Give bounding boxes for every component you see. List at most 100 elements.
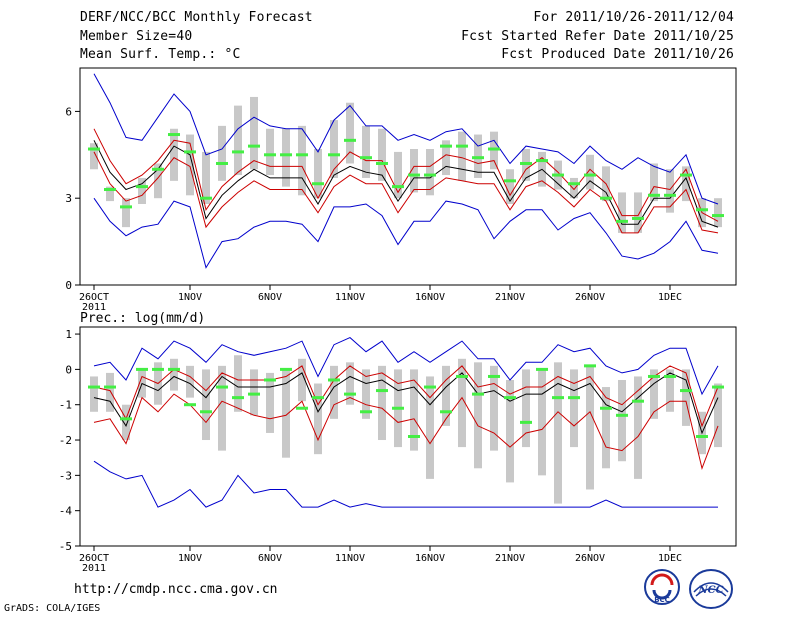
temp-ensemble-box xyxy=(202,151,210,204)
temp-observed-marker xyxy=(664,193,676,197)
prec-ensemble-box xyxy=(250,369,258,416)
prec-xtick-label: 26OCT xyxy=(79,553,109,564)
svg-text:BCC: BCC xyxy=(654,596,670,604)
prec-line-envelope-upper xyxy=(93,337,719,396)
temp-ensemble-box xyxy=(106,186,114,202)
prec-ensemble-box xyxy=(314,383,322,455)
prec-ensemble-box xyxy=(218,365,226,451)
prec-ensemble-box xyxy=(634,376,642,479)
temp-observed-marker xyxy=(712,214,724,218)
prec-observed-marker xyxy=(328,378,340,382)
prec-observed-marker xyxy=(520,420,532,424)
temp-observed-marker xyxy=(424,173,436,177)
temp-observed-marker xyxy=(568,182,580,186)
prec-observed-marker xyxy=(376,389,388,393)
prec-observed-marker xyxy=(536,367,548,371)
prec-ytick-label: -4 xyxy=(59,505,73,518)
prec-ensemble-box xyxy=(666,369,674,412)
temp-ensemble-box xyxy=(330,120,338,178)
prec-ensemble-box xyxy=(650,369,658,419)
temp-observed-marker xyxy=(200,196,212,200)
prec-observed-marker xyxy=(552,396,564,400)
prec-line-spread-upper xyxy=(93,365,719,428)
temp-xtick-label: 21NOV xyxy=(495,292,525,303)
temp-ensemble-box xyxy=(154,163,162,199)
temp-line-spread-upper xyxy=(93,128,719,222)
temp-observed-marker xyxy=(312,182,324,186)
prec-observed-marker xyxy=(568,396,580,400)
prec-xtick-label: 26NOV xyxy=(575,553,605,564)
temp-observed-marker xyxy=(520,161,532,165)
fcst-produced-label: Fcst Produced Date 2011/10/26 xyxy=(501,47,734,62)
variable-label: Mean Surf. Temp.: °C xyxy=(80,47,241,62)
temp-observed-marker xyxy=(504,179,516,183)
member-size-label: Member Size=40 xyxy=(80,29,193,44)
prec-ensemble-box xyxy=(682,369,690,426)
temp-ytick-label: 0 xyxy=(65,279,72,292)
prec-ensemble-box xyxy=(570,369,578,448)
temp-xtick-label: 16NOV xyxy=(415,292,445,303)
source-url[interactable]: http://cmdp.ncc.cma.gov.cn xyxy=(74,582,278,597)
prec-observed-marker xyxy=(440,410,452,414)
temp-frame xyxy=(79,67,737,286)
prec-observed-marker xyxy=(264,378,276,382)
temp-ensemble-box xyxy=(186,134,194,196)
prec-ensemble-box xyxy=(442,365,450,426)
prec-ensemble-box xyxy=(298,358,306,402)
temp-observed-marker xyxy=(632,216,644,220)
prec-observed-marker xyxy=(600,406,612,410)
prec-xtick-label: 11NOV xyxy=(335,553,365,564)
temp-observed-marker xyxy=(328,153,340,157)
prec-ensemble-box xyxy=(714,383,722,448)
temp-observed-marker xyxy=(88,147,100,151)
temp-ensemble-box xyxy=(394,151,402,199)
prec-observed-marker xyxy=(648,374,660,378)
temp-ensemble-box xyxy=(378,128,386,181)
prec-ensemble-box xyxy=(378,365,386,441)
prec-ensemble-box xyxy=(170,358,178,391)
temp-observed-marker xyxy=(136,185,148,189)
temp-observed-marker xyxy=(536,159,548,163)
temp-ensemble-box xyxy=(266,128,274,176)
prec-xtick-label: 1DEC xyxy=(658,553,682,564)
temp-ensemble-box xyxy=(634,192,642,233)
prec-observed-marker xyxy=(712,385,724,389)
prec-ensemble-box xyxy=(346,362,354,405)
prec-ytick-label: 0 xyxy=(65,363,72,376)
prec-ensemble-box xyxy=(586,365,594,490)
temp-observed-marker xyxy=(376,161,388,165)
temp-observed-marker xyxy=(360,156,372,160)
svg-text:NCC: NCC xyxy=(697,585,723,596)
prec-observed-marker xyxy=(168,367,180,371)
prec-observed-marker xyxy=(424,385,436,389)
temp-observed-marker xyxy=(696,208,708,212)
temp-observed-marker xyxy=(600,196,612,200)
temp-ensemble-box xyxy=(426,149,434,196)
prec-observed-marker xyxy=(456,374,468,378)
temp-observed-marker xyxy=(248,144,260,148)
prec-observed-marker xyxy=(680,389,692,393)
prec-observed-marker xyxy=(120,417,132,421)
temp-ensemble-box xyxy=(122,198,130,228)
prec-ytick-label: -5 xyxy=(59,540,72,553)
temp-ensemble-box xyxy=(682,166,690,202)
prec-observed-marker xyxy=(136,367,148,371)
temp-ensemble-box xyxy=(458,131,466,181)
temp-ensemble-box xyxy=(250,96,258,170)
prec-observed-marker xyxy=(472,392,484,396)
temp-ensemble-box xyxy=(282,128,290,187)
prec-ensemble-box xyxy=(186,365,194,398)
prec-observed-marker xyxy=(392,406,404,410)
temp-observed-marker xyxy=(296,153,308,157)
temp-observed-marker xyxy=(104,188,116,192)
temp-observed-marker xyxy=(280,153,292,157)
temp-xtick-year: 2011 xyxy=(82,302,106,313)
prec-xtick-label: 21NOV xyxy=(495,553,525,564)
temp-xtick-label: 11NOV xyxy=(335,292,365,303)
temp-line-envelope-lower xyxy=(93,197,719,269)
temp-observed-marker xyxy=(184,150,196,154)
prec-ensemble-box xyxy=(330,365,338,419)
temp-xtick-label: 26OCT xyxy=(79,292,109,303)
temp-line-spread-lower xyxy=(93,151,719,234)
